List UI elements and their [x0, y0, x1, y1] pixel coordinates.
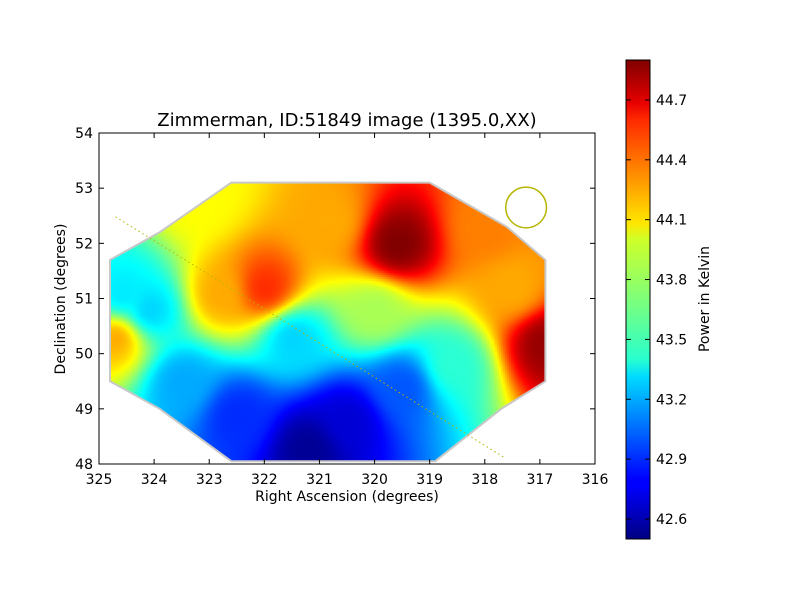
colorbar: [625, 59, 651, 540]
colorbar-tick-label: 43.8: [656, 273, 687, 289]
y-tick-label: 48: [75, 457, 93, 473]
x-tick-label: 319: [416, 472, 443, 488]
colorbar-tick-label: 42.9: [656, 452, 687, 468]
colorbar-tick-label: 44.7: [656, 93, 687, 109]
y-tick-label: 52: [75, 236, 93, 252]
x-tick-label: 322: [251, 472, 278, 488]
y-tick-label: 54: [75, 126, 93, 142]
y-tick-label: 53: [75, 181, 93, 197]
chart-title: Zimmerman, ID:51849 image (1395.0,XX): [157, 110, 536, 131]
x-tick-label: 321: [306, 472, 333, 488]
x-axis-label: Right Ascension (degrees): [255, 489, 439, 505]
colorbar-tick-label: 44.1: [656, 213, 687, 229]
colorbar-tick-label: 43.5: [656, 332, 687, 348]
x-tick-label: 323: [196, 472, 223, 488]
x-tick-label: 320: [361, 472, 388, 488]
y-tick-label: 50: [75, 347, 93, 363]
colorbar-ticks: 42.6 42.9 43.2 43.5 43.8 44.1 44.4 44.7: [626, 93, 687, 528]
colorbar-label: Power in Kelvin: [697, 246, 713, 352]
x-tick-label: 316: [582, 472, 609, 488]
beam-circle: [504, 186, 548, 229]
plot-area: [99, 133, 595, 464]
footprint-outline: [109, 181, 547, 463]
y-tick-label: 49: [75, 402, 93, 418]
colorbar-tick-label: 43.2: [656, 392, 687, 408]
x-tick-label: 317: [527, 472, 554, 488]
y-axis-ticks: 48 49 50 51 52 53 54: [75, 126, 595, 473]
x-axis-ticks: 325 324 323 322 321 320 319 318 317 316: [86, 133, 609, 488]
y-axis-label: Declination (degrees): [53, 224, 69, 375]
colorbar-tick-label: 42.6: [656, 512, 687, 528]
colorbar-tick-label: 44.4: [656, 153, 687, 169]
x-tick-label: 324: [141, 472, 168, 488]
y-tick-label: 51: [75, 292, 93, 308]
x-tick-label: 325: [86, 472, 113, 488]
x-tick-label: 318: [471, 472, 498, 488]
